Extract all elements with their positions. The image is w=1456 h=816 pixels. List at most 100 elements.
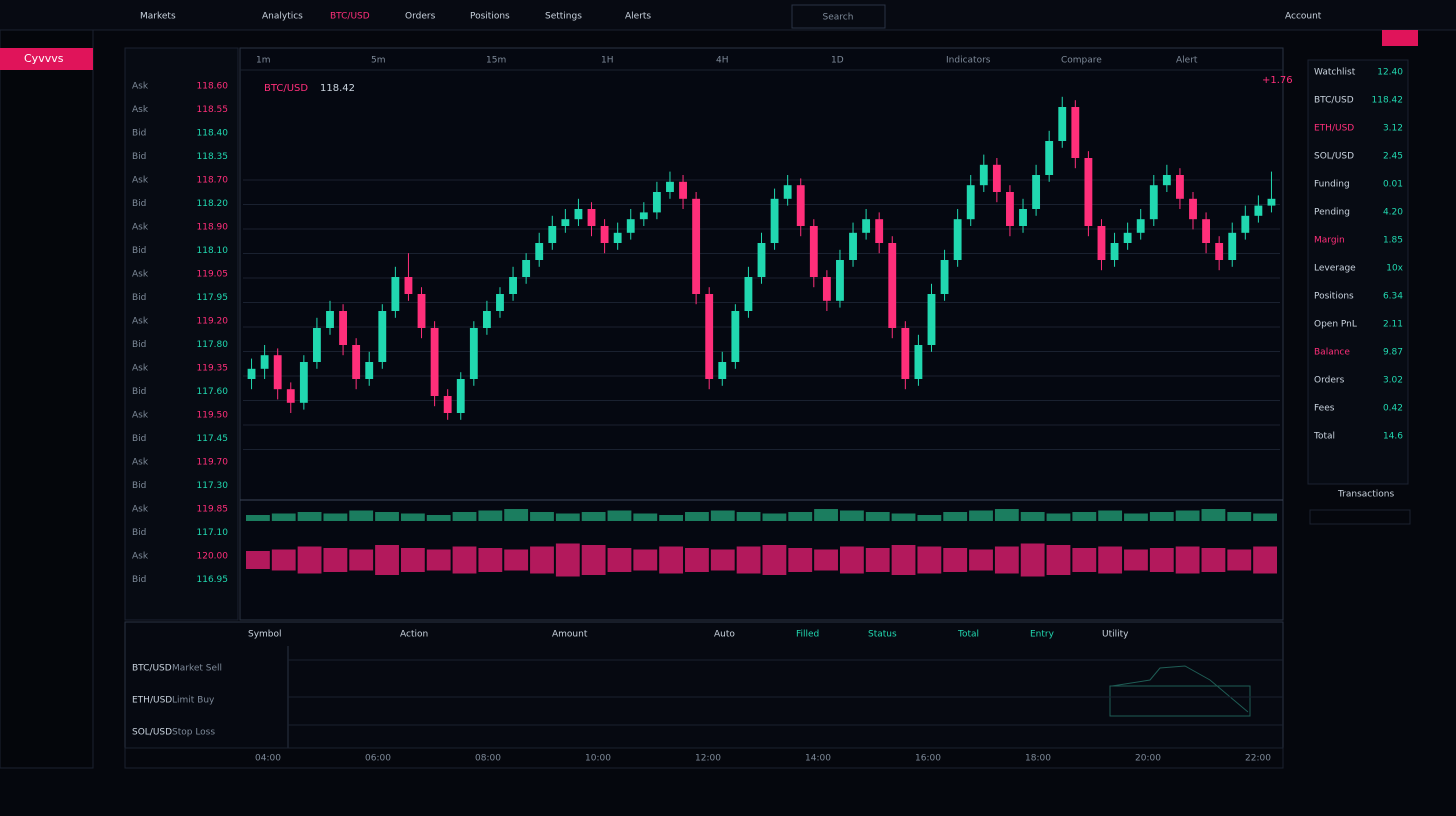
search: Search <box>823 13 854 23</box>
candle-body <box>745 277 753 311</box>
volume-bar <box>582 545 606 575</box>
order-side: Bid <box>132 293 146 303</box>
volume-bar <box>866 512 890 521</box>
toolbar-item: 5m <box>371 56 386 66</box>
watch-value: 6.34 <box>1383 292 1403 302</box>
volume-bar <box>246 515 270 521</box>
tab: Filled <box>796 630 819 640</box>
candle-body <box>1137 219 1145 233</box>
order-price: 119.50 <box>197 411 229 421</box>
candle-body <box>614 233 622 243</box>
watch-name: Leverage <box>1314 264 1356 274</box>
candle-body <box>1228 233 1236 260</box>
volume-bar <box>453 512 477 521</box>
volume-bar <box>272 550 296 571</box>
time-label: 22:00 <box>1245 754 1271 764</box>
watch-value: 10x <box>1386 264 1403 274</box>
candle-body <box>1124 233 1132 243</box>
order-price: 118.10 <box>197 246 229 256</box>
volume-bar <box>943 512 967 521</box>
watch-value: 0.42 <box>1383 404 1403 414</box>
watch-name: Margin <box>1314 236 1345 246</box>
candle-body <box>836 260 844 301</box>
volume-bar <box>1227 512 1251 521</box>
candle-body <box>797 185 805 226</box>
volume-bar <box>1150 548 1174 572</box>
row-symbol: ETH/USD <box>132 696 172 706</box>
row-action: Limit Buy <box>172 696 215 706</box>
volume-bar <box>814 550 838 571</box>
candle-body <box>326 311 334 328</box>
candle-body <box>1071 107 1079 158</box>
candle-body <box>941 260 949 294</box>
candle-body <box>771 199 779 243</box>
volume-bar <box>685 548 709 572</box>
toolbar-item: 15m <box>486 56 506 66</box>
volume-bar <box>788 548 812 572</box>
time-label: 10:00 <box>585 754 611 764</box>
candle-body <box>522 260 530 277</box>
volume-bar <box>1047 545 1071 575</box>
candle-body <box>444 396 452 413</box>
volume-bar <box>1072 548 1096 572</box>
candle-body <box>405 277 413 294</box>
order-price: 119.05 <box>197 270 229 280</box>
volume-bar <box>582 512 606 521</box>
candle-body <box>901 328 909 379</box>
order-side: Ask <box>132 223 149 233</box>
row-symbol: SOL/USD <box>132 728 172 738</box>
watch-name: ETH/USD <box>1314 124 1354 134</box>
watch-name: Pending <box>1314 208 1350 218</box>
toolbar-item: 4H <box>716 56 729 66</box>
candle-body <box>1268 199 1276 206</box>
order-price: 118.35 <box>197 152 229 162</box>
order-side: Bid <box>132 481 146 491</box>
order-side: Ask <box>132 105 149 115</box>
toolbar-item: Indicators <box>946 56 991 66</box>
order-price: 117.45 <box>197 434 229 444</box>
time-label: 08:00 <box>475 754 501 764</box>
tab: Status <box>868 630 897 640</box>
time-label: 20:00 <box>1135 754 1161 764</box>
candle-body <box>849 233 857 260</box>
candle-body <box>928 294 936 345</box>
volume-bar <box>763 514 787 522</box>
time-label: 18:00 <box>1025 754 1051 764</box>
volume-bar <box>866 548 890 572</box>
candle-body <box>862 219 870 233</box>
candle-body <box>483 311 491 328</box>
candle-body <box>548 226 556 243</box>
toolbar-item: 1H <box>601 56 614 66</box>
toolbar-item: Alert <box>1176 56 1198 66</box>
candle-body <box>1254 206 1262 216</box>
candle-body <box>418 294 426 328</box>
candle-body <box>967 185 975 219</box>
action-button[interactable] <box>1382 30 1418 46</box>
candle-body <box>470 328 478 379</box>
candle-body <box>718 362 726 379</box>
candle-body <box>888 243 896 328</box>
order-side: Bid <box>132 340 146 350</box>
order-side: Ask <box>132 270 149 280</box>
volume-bar <box>633 550 657 571</box>
volume-bar <box>1124 550 1148 571</box>
order-side: Ask <box>132 458 149 468</box>
volume-bar <box>478 548 502 572</box>
nav-item: Positions <box>470 12 510 22</box>
volume-bar <box>453 547 477 574</box>
volume-bar <box>1176 511 1200 522</box>
volume-bar <box>763 545 787 575</box>
tab: Entry <box>1030 630 1055 640</box>
candle-body <box>339 311 347 345</box>
candle-body <box>1176 175 1184 199</box>
watch-value: 12.40 <box>1377 68 1403 78</box>
nav-item: Markets <box>140 12 176 22</box>
volume-bar <box>401 548 425 572</box>
order-price: 117.30 <box>197 481 229 491</box>
candle-body <box>1163 175 1171 185</box>
candle-body <box>692 199 700 294</box>
sidebar <box>0 30 93 768</box>
time-label: 04:00 <box>255 754 281 764</box>
candle-body <box>980 165 988 185</box>
